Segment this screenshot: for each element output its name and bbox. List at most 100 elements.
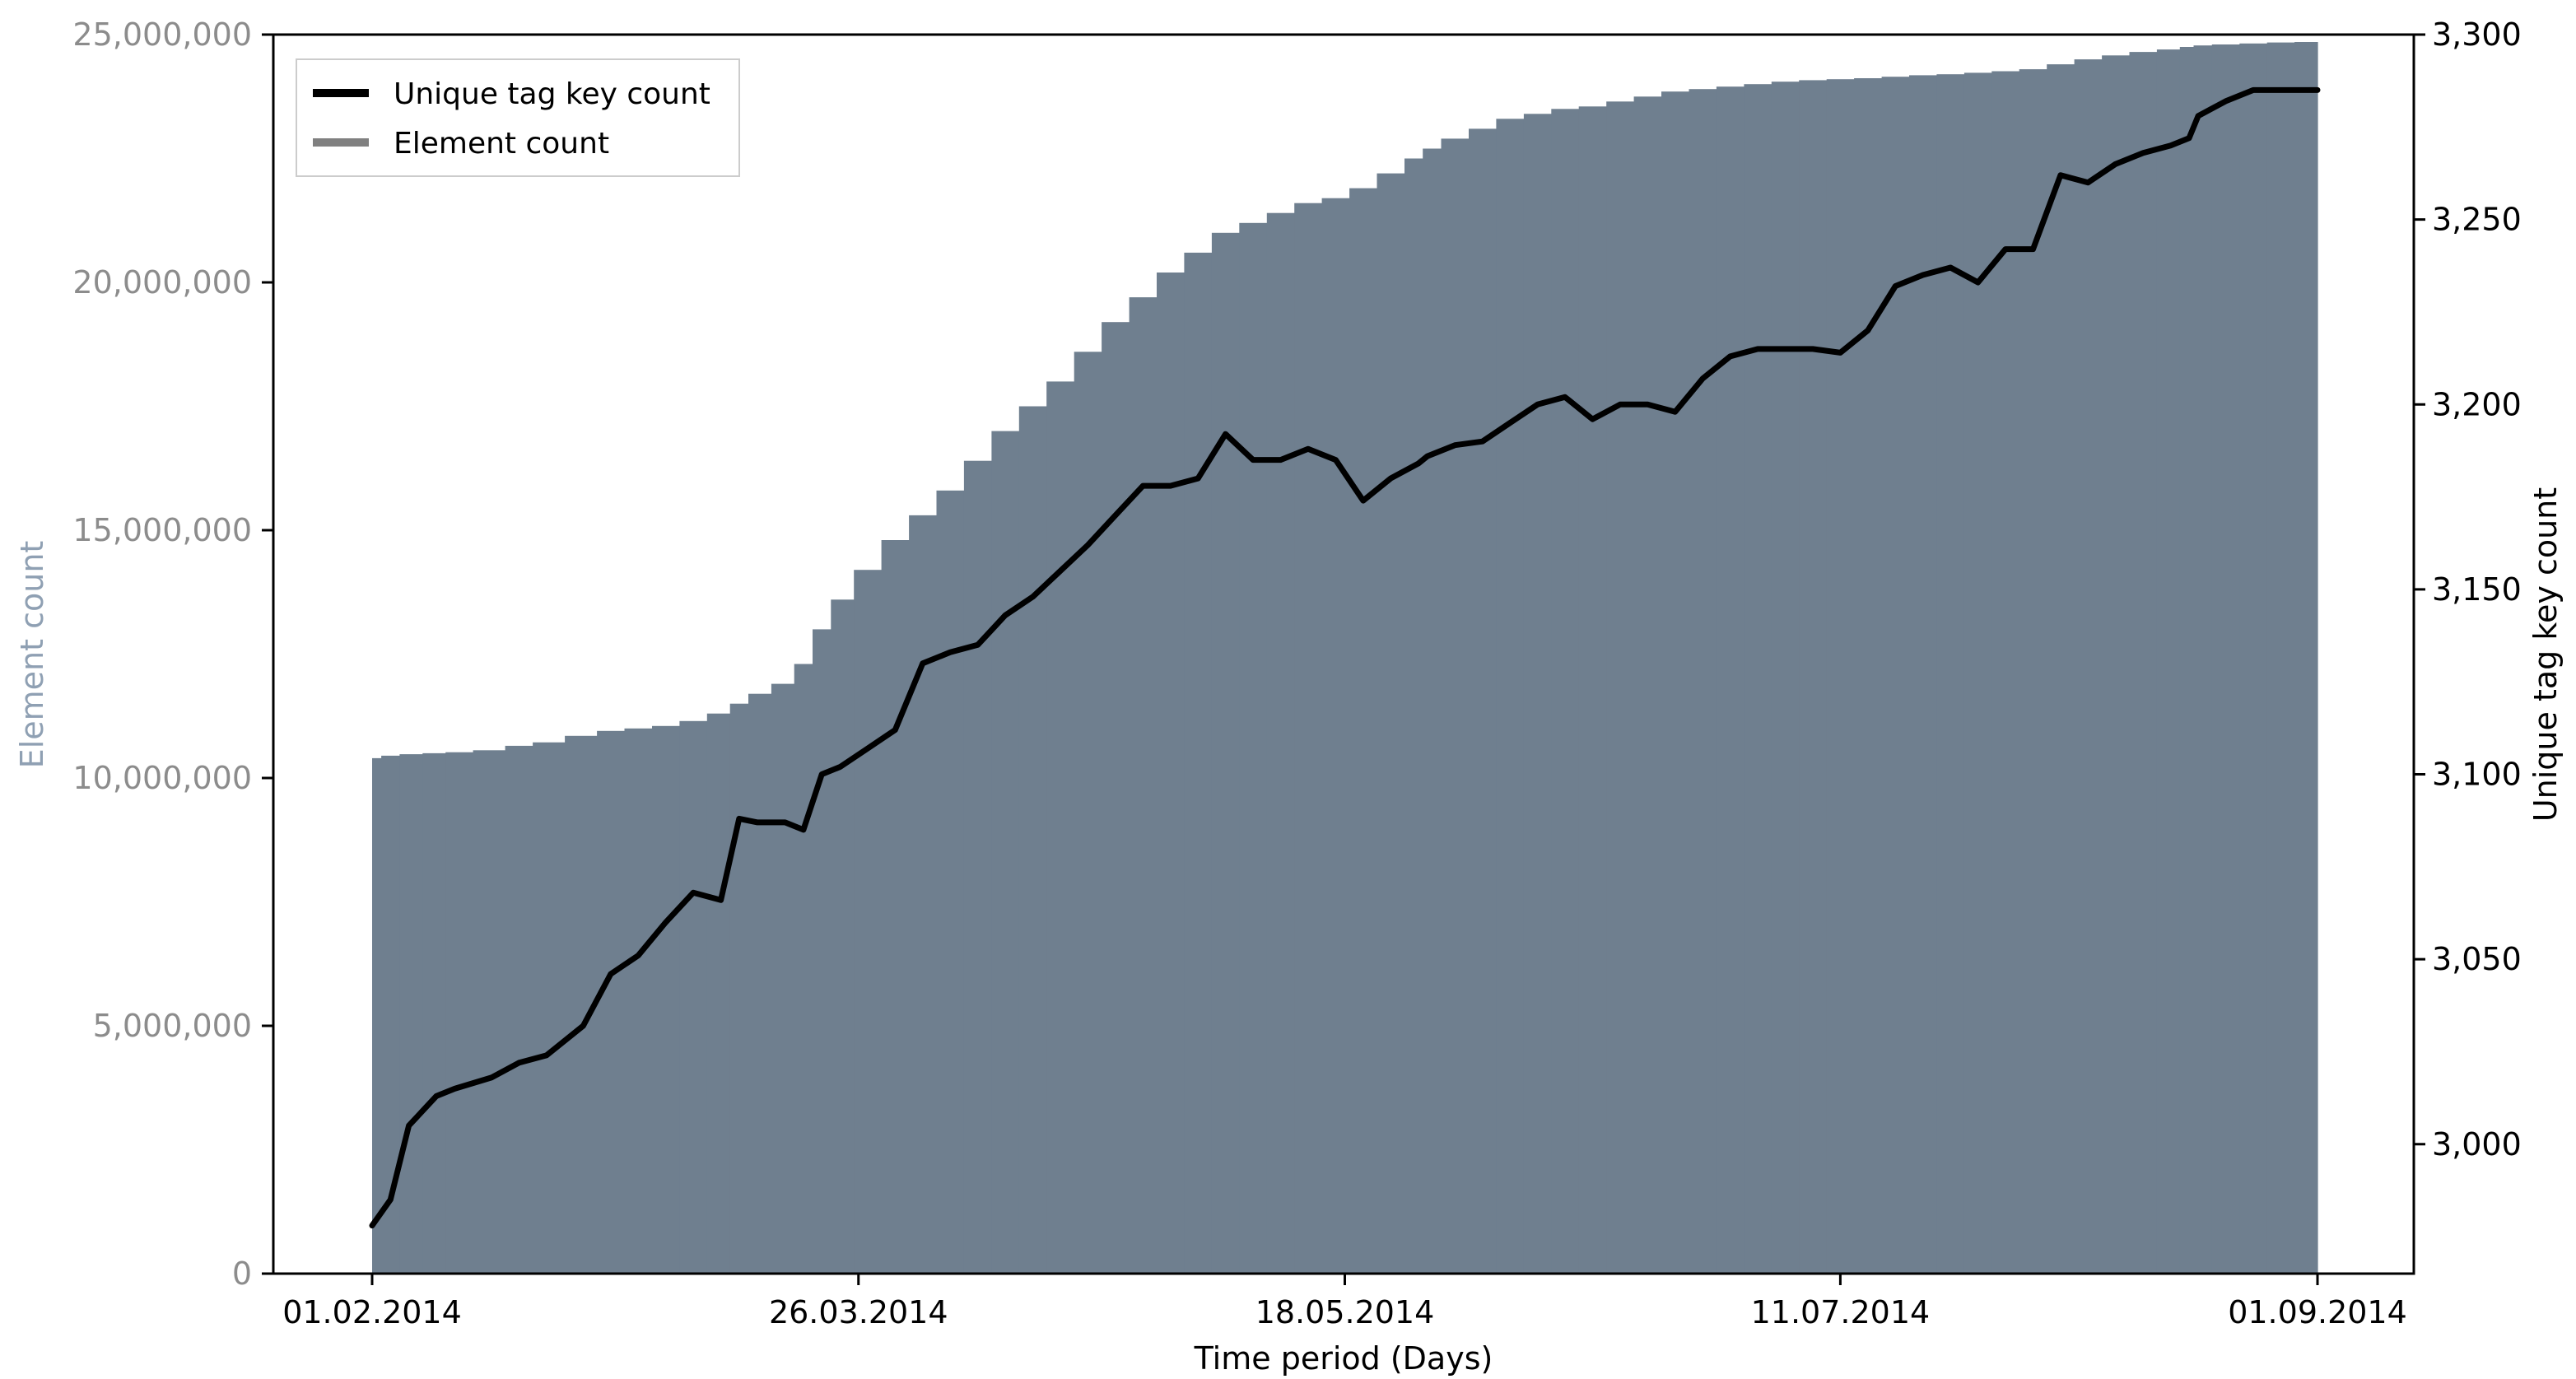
element-count-bar	[748, 693, 772, 1274]
element-count-bar	[1881, 77, 1910, 1274]
element-count-bar	[1606, 101, 1635, 1274]
element-count-bar	[813, 629, 831, 1274]
element-count-bar	[1496, 119, 1525, 1274]
element-count-bar	[854, 570, 883, 1274]
element-count-bar	[1129, 297, 1158, 1274]
element-count-bar	[936, 490, 965, 1274]
element-count-bar	[1294, 203, 1323, 1274]
left-tick-label: 0	[232, 1256, 252, 1292]
left-tick-label: 20,000,000	[72, 264, 252, 300]
right-tick-label: 3,100	[2432, 757, 2522, 793]
element-count-bar	[1046, 381, 1075, 1274]
element-count-bar	[2074, 59, 2103, 1274]
element-count-area-layer	[372, 42, 2318, 1274]
element-count-bar	[2266, 42, 2295, 1274]
element-count-bar	[2047, 64, 2075, 1274]
element-count-bar	[2294, 42, 2313, 1274]
legend-box	[296, 58, 740, 177]
legend-label-element-count: Element count	[394, 127, 609, 161]
element-count-bar	[1936, 74, 1965, 1274]
right-axis-label: Unique tag key count	[2527, 487, 2564, 822]
element-count-bar	[2156, 49, 2181, 1274]
right-tick-label: 3,200	[2432, 386, 2522, 422]
element-count-bar	[1523, 114, 1552, 1274]
unique-tag-key-count-line	[369, 86, 2321, 1229]
element-count-bar	[597, 730, 626, 1274]
element-count-bar	[1423, 148, 1442, 1274]
x-tick-label: 11.07.2014	[1751, 1294, 1931, 1330]
right-tick-label: 3,000	[2432, 1126, 2522, 1162]
element-count-bar	[679, 720, 708, 1274]
right-tick-label: 3,300	[2432, 16, 2522, 53]
element-count-bar	[624, 728, 653, 1274]
element-count-bar	[422, 752, 446, 1274]
legend: Unique tag key count Element count	[296, 58, 740, 177]
right-tick-label: 3,050	[2432, 941, 2522, 977]
element-count-bar	[881, 540, 910, 1274]
element-count-bar	[1321, 198, 1350, 1274]
element-count-bar	[1744, 84, 1772, 1274]
element-count-bar	[2211, 44, 2240, 1274]
element-count-bar	[794, 664, 813, 1274]
element-count-bar	[1266, 212, 1295, 1274]
element-count-bar	[1551, 109, 1580, 1274]
element-count-bar	[1157, 273, 1185, 1274]
element-count-bar	[1963, 72, 1992, 1274]
element-count-bar	[1991, 71, 2020, 1274]
element-count-bar	[1771, 82, 1800, 1274]
element-count-bar	[2019, 69, 2047, 1274]
left-tick-label: 5,000,000	[93, 1008, 252, 1044]
element-count-bar	[1074, 352, 1102, 1274]
left-tick-label: 25,000,000	[72, 16, 252, 53]
element-count-bar	[445, 752, 474, 1274]
element-count-bar	[399, 754, 423, 1274]
element-count-bar	[1633, 96, 1662, 1274]
element-count-bar	[1102, 322, 1130, 1274]
element-count-bar	[2193, 45, 2213, 1274]
element-count-bar	[1018, 406, 1047, 1274]
element-count-bar	[909, 515, 938, 1274]
element-count-bar	[1184, 252, 1213, 1274]
x-axis-ticks: 01.02.2014 26.03.2014 18.05.2014 11.07.2014…	[282, 1274, 2407, 1330]
element-count-bar	[2102, 55, 2131, 1274]
element-count-bar	[991, 431, 1020, 1274]
element-count-bar	[1909, 75, 1937, 1274]
element-count-bar	[381, 755, 400, 1274]
element-count-bar	[2239, 43, 2268, 1274]
element-count-bar	[1854, 78, 1883, 1274]
x-tick-label: 01.09.2014	[2228, 1294, 2407, 1330]
legend-label-unique-tag-key-count: Unique tag key count	[394, 77, 710, 111]
right-tick-label: 3,250	[2432, 202, 2522, 238]
element-count-bar	[2129, 52, 2158, 1274]
element-count-bar	[1377, 173, 1405, 1274]
element-count-bar	[1826, 79, 1855, 1274]
left-tick-label: 10,000,000	[72, 760, 252, 796]
right-axis-ticks: 3,000 3,050 3,100 3,150 3,200 3,250 3,300	[2414, 16, 2522, 1162]
element-count-bar	[771, 683, 795, 1274]
left-axis-label: Element count	[14, 541, 50, 769]
x-tick-label: 18.05.2014	[1255, 1294, 1435, 1330]
element-count-bar	[1689, 89, 1717, 1274]
element-count-bar	[1239, 222, 1268, 1274]
element-count-bar	[2179, 47, 2195, 1274]
left-axis-ticks: 0 5,000,000 10,000,000 15,000,000 20,000,000…	[72, 16, 273, 1292]
element-count-bar	[473, 750, 506, 1274]
element-count-bar	[831, 599, 855, 1274]
right-tick-label: 3,150	[2432, 571, 2522, 608]
element-count-bar	[2313, 42, 2318, 1274]
element-count-bar	[729, 703, 749, 1274]
element-count-bar	[1799, 80, 1828, 1274]
element-count-bar	[372, 757, 382, 1274]
x-tick-label: 26.03.2014	[769, 1294, 948, 1330]
element-count-bar	[1661, 91, 1689, 1274]
element-count-bar	[1404, 158, 1423, 1274]
element-count-bar	[706, 713, 731, 1274]
element-count-bar	[1469, 128, 1497, 1274]
left-tick-label: 15,000,000	[72, 512, 252, 548]
element-count-bar	[533, 742, 566, 1274]
element-count-bar	[1716, 86, 1745, 1274]
element-count-bar	[1578, 106, 1607, 1274]
x-axis-label: Time period (Days)	[1194, 1340, 1493, 1377]
element-count-bar	[505, 745, 533, 1274]
